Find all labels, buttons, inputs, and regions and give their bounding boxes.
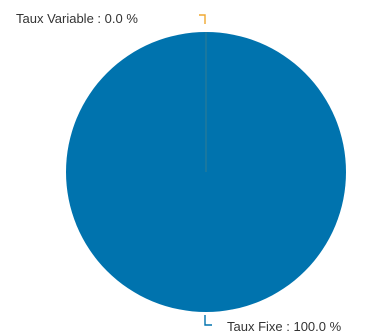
label-taux-fixe: Taux Fixe : 100.0 % [227,319,342,334]
leader-line-taux-variable [199,14,206,24]
label-taux-variable: Taux Variable : 0.0 % [16,11,138,26]
pie-slice-taux-fixe[interactable] [66,32,346,312]
leader-line-taux-fixe [204,315,212,326]
